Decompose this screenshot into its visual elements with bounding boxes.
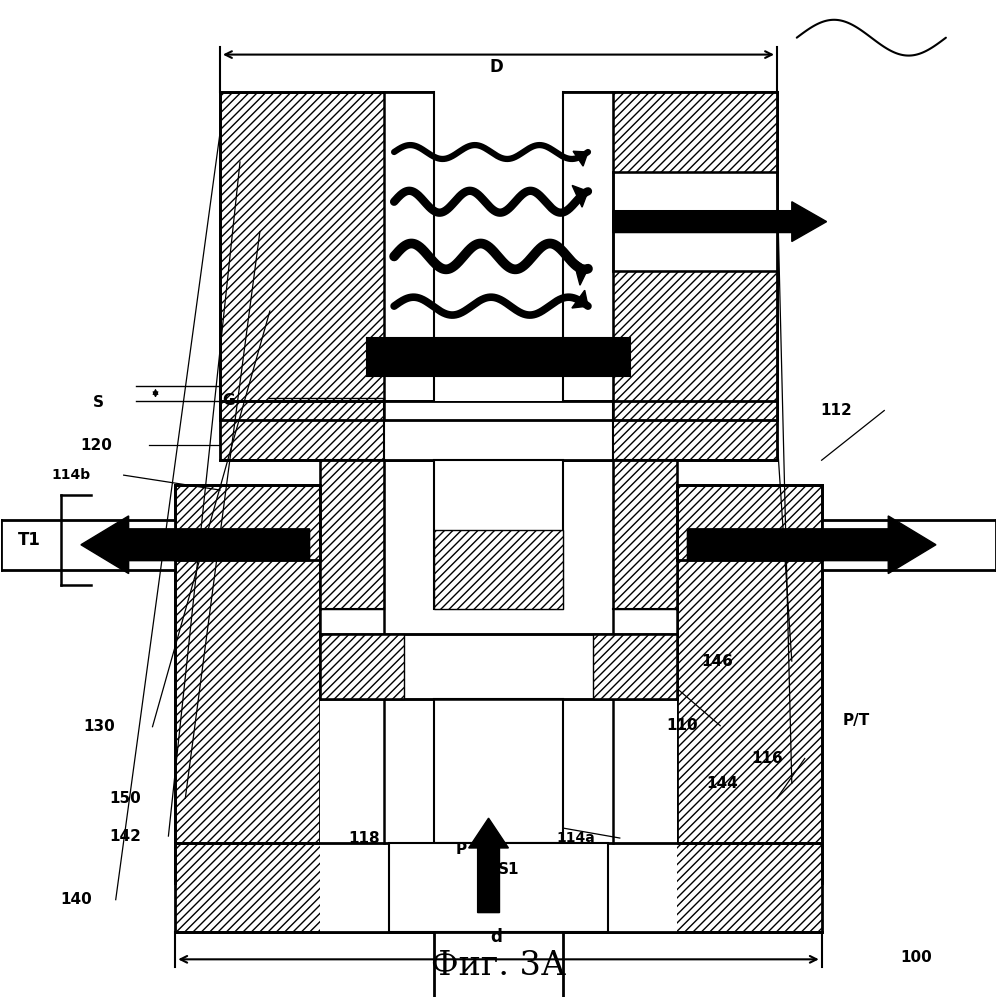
Text: S: S (94, 395, 105, 410)
Text: P: P (456, 842, 467, 857)
Text: 130: 130 (83, 719, 115, 734)
Text: 100: 100 (900, 950, 932, 965)
Text: 114a: 114a (556, 831, 595, 845)
Text: 146: 146 (701, 654, 733, 669)
Bar (175, 843, 822, 932)
Text: G: G (221, 393, 234, 408)
Text: 140: 140 (60, 892, 92, 907)
Bar (220, 401, 777, 460)
Bar (1, 520, 175, 570)
Text: 118: 118 (349, 831, 380, 846)
Bar (434, 72, 563, 401)
Text: 150: 150 (110, 791, 142, 806)
Bar (613, 172, 777, 271)
FancyArrow shape (81, 516, 310, 574)
Bar (320, 634, 677, 699)
Bar (593, 634, 677, 699)
Text: S1: S1 (498, 862, 519, 877)
Bar (822, 520, 996, 570)
Text: P/T: P/T (842, 713, 870, 728)
Text: Фиг. 3А: Фиг. 3А (431, 950, 566, 982)
Text: 142: 142 (110, 829, 142, 844)
Bar (434, 932, 563, 997)
Text: 120: 120 (80, 438, 112, 453)
Text: d: d (491, 928, 502, 946)
Text: 144: 144 (706, 776, 738, 791)
Bar (434, 699, 563, 843)
Bar (320, 634, 404, 699)
FancyArrow shape (469, 818, 508, 913)
Text: 114b: 114b (52, 468, 91, 482)
Bar (175, 485, 320, 883)
Bar (367, 338, 630, 376)
FancyArrow shape (572, 290, 588, 308)
Bar (613, 460, 677, 609)
Bar (320, 460, 384, 609)
Bar (389, 843, 608, 932)
Bar (613, 271, 777, 420)
Bar (677, 485, 822, 883)
Bar (434, 460, 563, 609)
Text: D: D (490, 58, 503, 76)
Text: 116: 116 (751, 751, 783, 766)
Bar (384, 92, 613, 420)
Text: 110: 110 (667, 718, 698, 733)
Bar (384, 401, 613, 460)
Bar (613, 92, 777, 172)
FancyArrow shape (573, 151, 588, 166)
Bar (320, 843, 677, 932)
Bar (220, 92, 777, 420)
FancyArrow shape (573, 258, 588, 285)
Text: T1: T1 (18, 531, 41, 549)
Text: 112: 112 (821, 403, 852, 418)
FancyArrow shape (572, 185, 588, 207)
Bar (434, 530, 563, 609)
Bar (320, 485, 677, 843)
FancyArrow shape (687, 516, 936, 574)
FancyArrow shape (613, 202, 827, 242)
